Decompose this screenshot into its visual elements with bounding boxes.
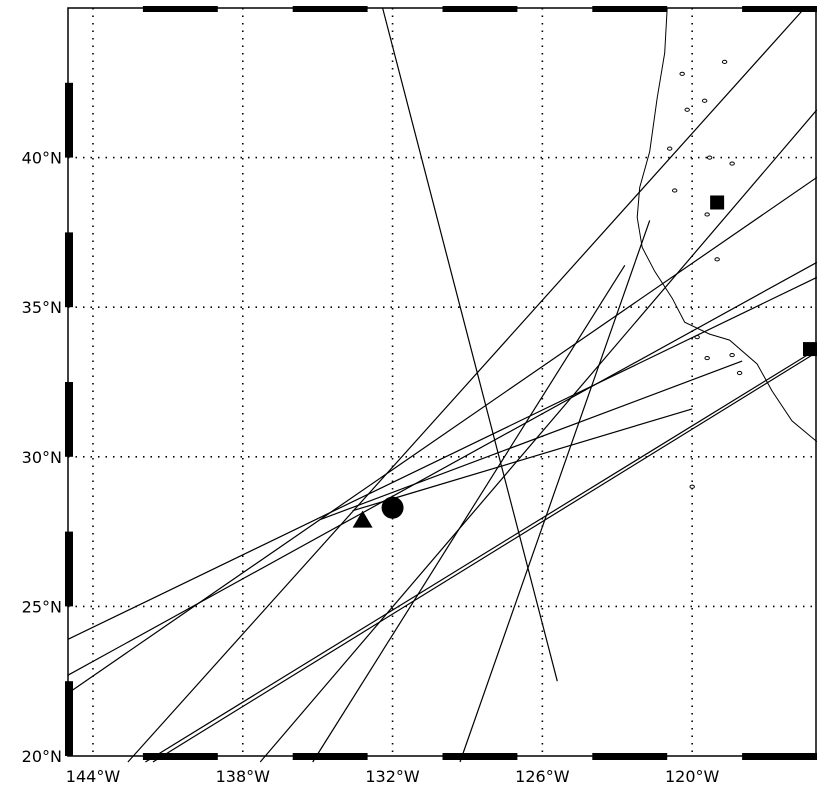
track-line	[352, 408, 693, 512]
track-line	[67, 176, 817, 694]
island-dot	[729, 352, 735, 358]
square-marker	[803, 342, 817, 357]
frame-bar-left	[65, 531, 73, 607]
coastline	[636, 7, 817, 443]
island-dot	[666, 146, 673, 151]
frame-bar-left	[65, 82, 73, 158]
lat-tick-label: 35°N	[22, 298, 62, 317]
track-line	[67, 261, 817, 676]
frame-bar-bottom	[742, 753, 817, 760]
circle-marker	[381, 496, 404, 519]
track-line	[312, 264, 626, 763]
island-dot	[689, 484, 695, 489]
track-line	[152, 351, 817, 763]
frame-bar-bottom	[142, 753, 218, 760]
lon-tick-label: 120°W	[665, 767, 720, 786]
frame-bar-top	[592, 6, 668, 12]
track-line	[382, 7, 558, 682]
frame-bar-bottom	[442, 753, 518, 760]
island-dot	[729, 161, 735, 166]
island-dot	[704, 212, 710, 217]
island-dot	[704, 355, 710, 361]
land-layer	[636, 7, 817, 489]
island-dot	[736, 370, 743, 376]
island-dot	[721, 59, 728, 64]
frame-bar-bottom	[292, 753, 368, 760]
lat-tick-label: 40°N	[22, 149, 62, 168]
markers-layer	[352, 195, 817, 528]
island-dot	[679, 71, 685, 76]
track-line	[67, 276, 817, 640]
frame-bar-left	[65, 232, 73, 308]
lon-tick-label: 144°W	[66, 767, 121, 786]
track-line	[259, 109, 817, 763]
lat-tick-label: 20°N	[22, 747, 62, 766]
island-dot	[714, 257, 720, 262]
square-marker	[710, 195, 725, 210]
lat-tick-label: 30°N	[22, 448, 62, 467]
grid-layer	[68, 8, 817, 756]
frame-bar-left	[65, 382, 73, 457]
track-line	[145, 348, 817, 763]
island-dot	[684, 107, 690, 112]
frame-bar-top	[142, 6, 218, 12]
map-frame	[65, 6, 817, 760]
track-line	[319, 360, 743, 521]
lon-tick-label: 132°W	[365, 767, 420, 786]
tracks-layer	[67, 7, 817, 763]
lon-tick-label: 126°W	[515, 767, 570, 786]
frame-bar-top	[292, 6, 368, 12]
frame-bar-top	[742, 6, 817, 12]
track-line	[127, 10, 803, 763]
lat-tick-label: 25°N	[22, 597, 62, 616]
frame-bar-top	[442, 6, 518, 12]
lon-tick-label: 138°W	[216, 767, 271, 786]
island-dot	[706, 155, 713, 160]
island-dot	[701, 98, 708, 103]
triangle-marker	[352, 510, 373, 528]
frame-bar-left	[65, 681, 73, 756]
track-line	[459, 220, 651, 763]
frame-bar-bottom	[592, 753, 668, 760]
island-dot	[671, 188, 678, 193]
